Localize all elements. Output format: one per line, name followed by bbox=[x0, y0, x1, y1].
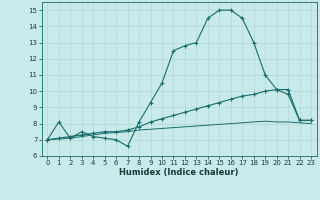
X-axis label: Humidex (Indice chaleur): Humidex (Indice chaleur) bbox=[119, 168, 239, 177]
